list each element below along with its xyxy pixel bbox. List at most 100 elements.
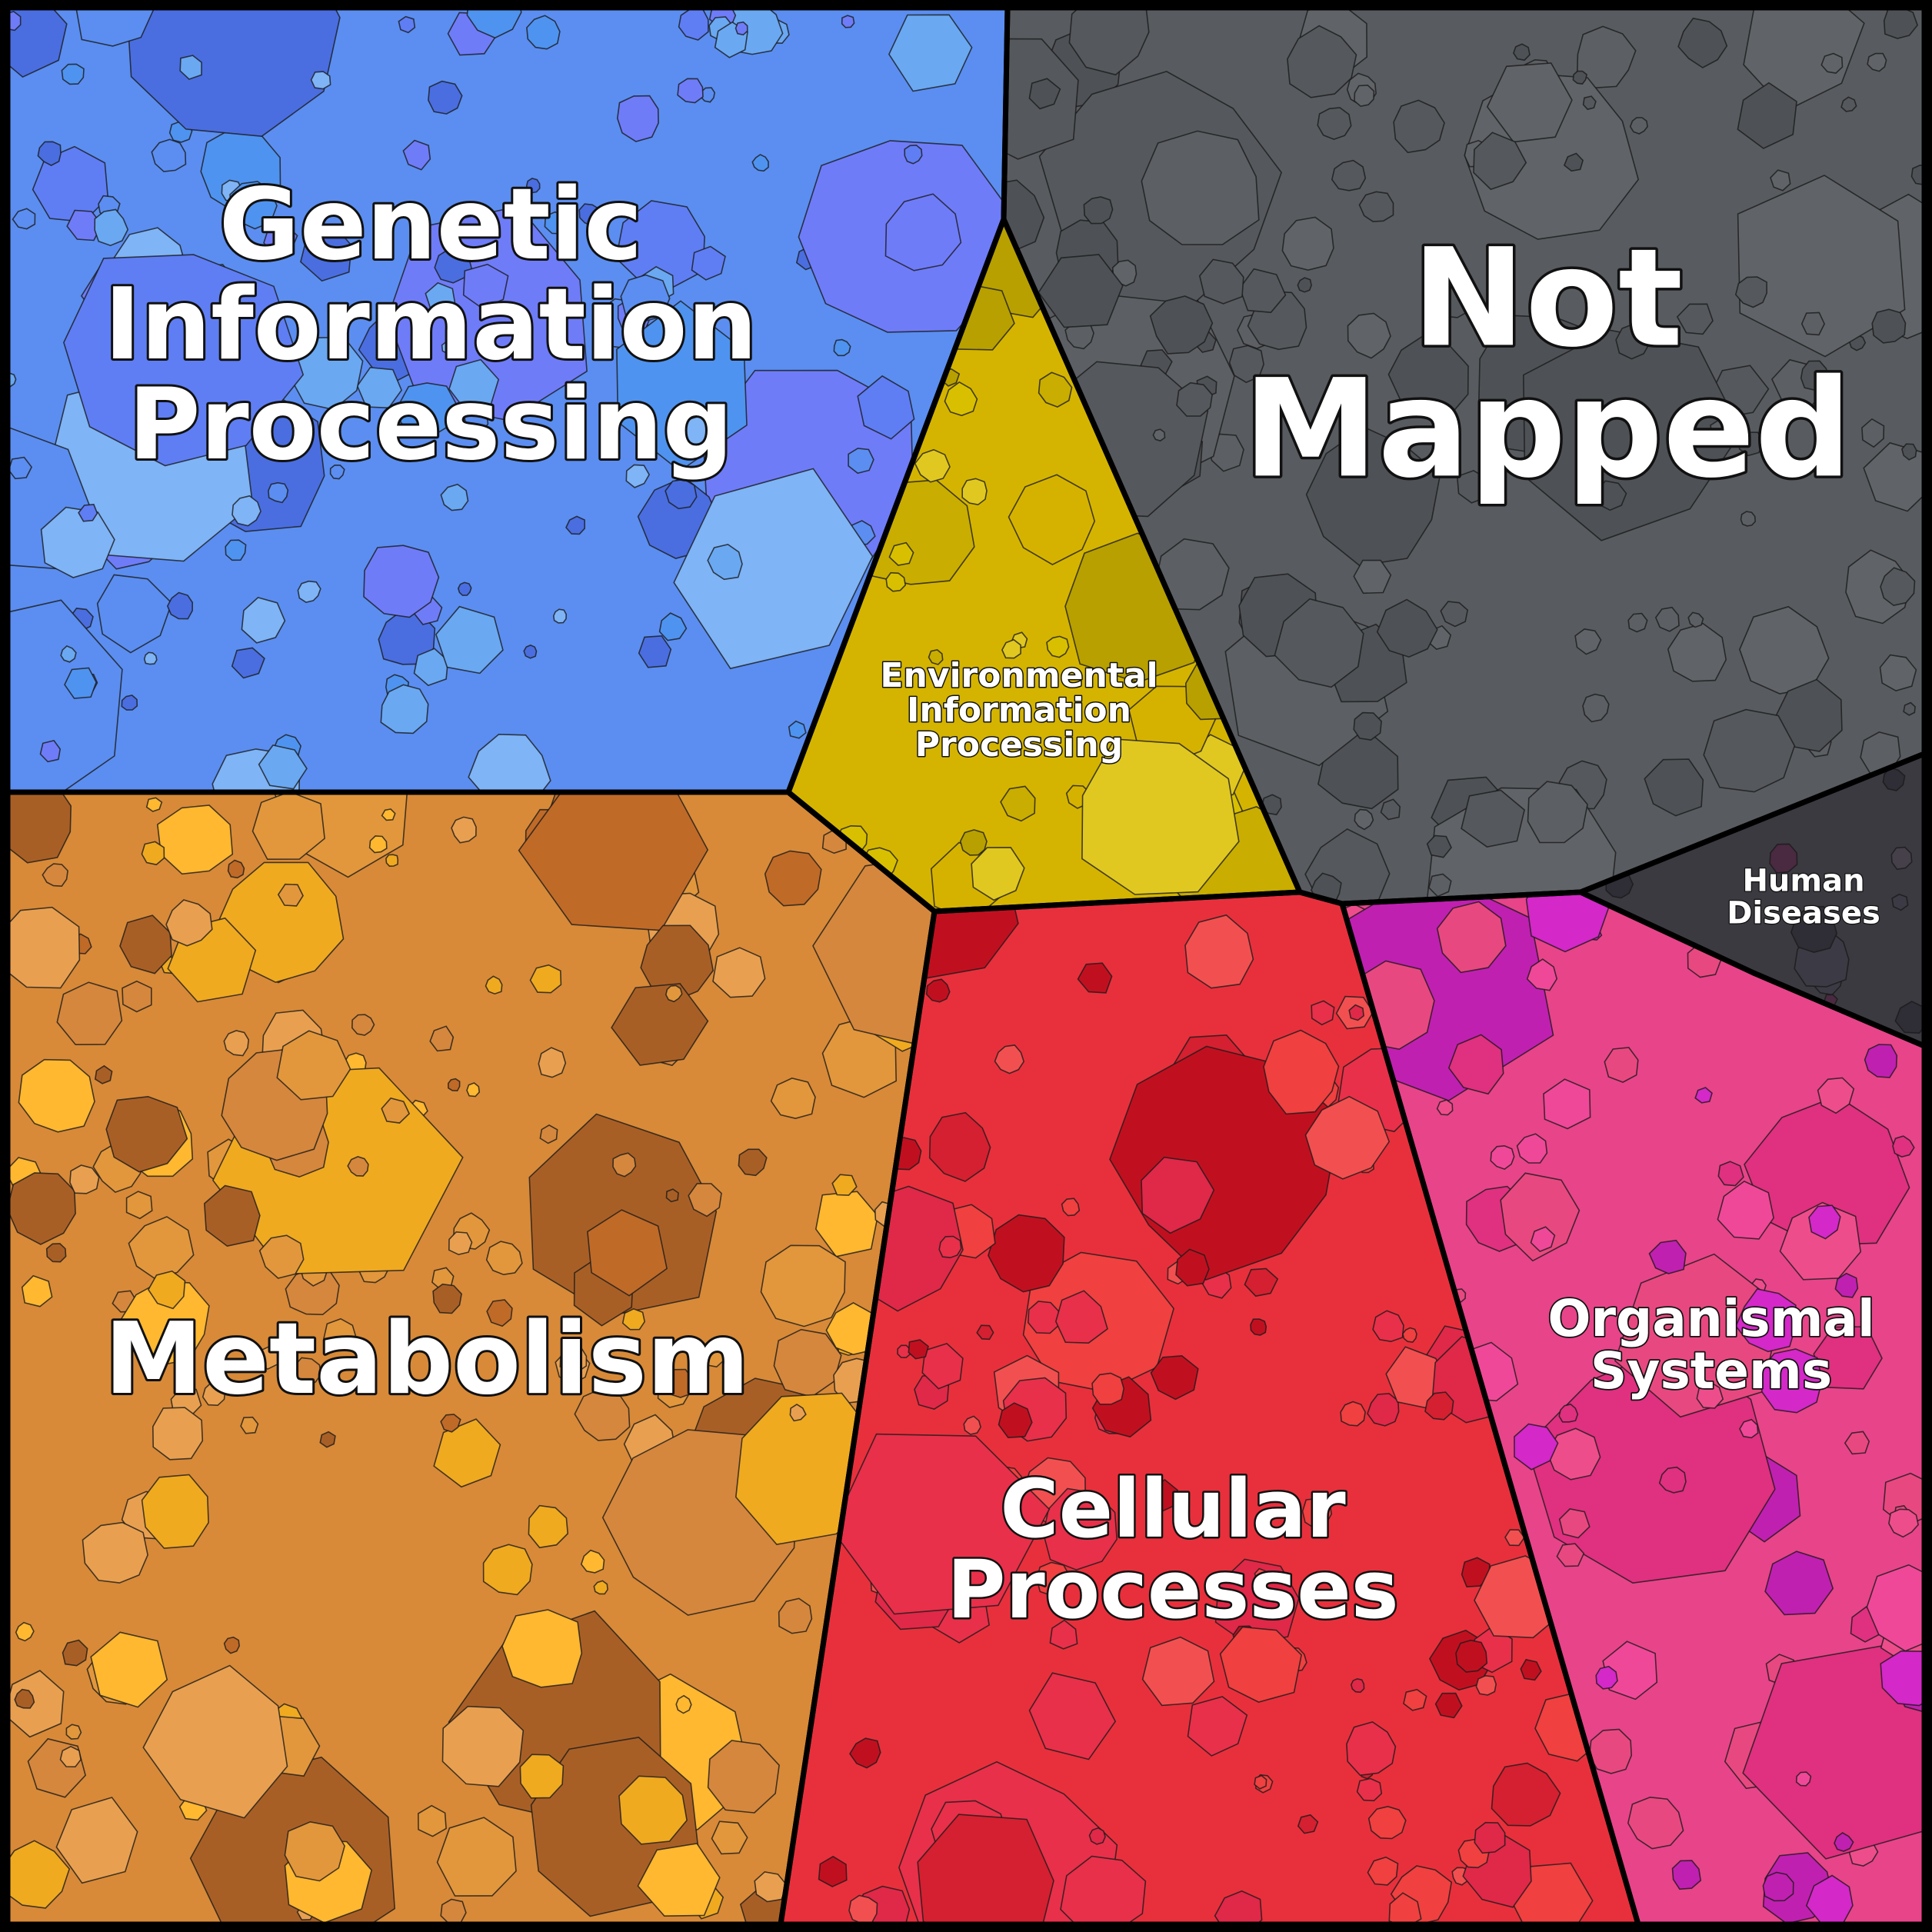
cell bbox=[1687, 611, 1704, 628]
cell bbox=[94, 1064, 113, 1084]
cell bbox=[1504, 1529, 1525, 1547]
cell bbox=[448, 1231, 473, 1256]
cell bbox=[223, 1030, 250, 1057]
cell bbox=[142, 1664, 288, 1819]
cell bbox=[1694, 1087, 1713, 1104]
cell bbox=[1520, 1658, 1542, 1681]
cell bbox=[525, 178, 541, 194]
cell bbox=[232, 495, 261, 527]
cell bbox=[625, 464, 651, 488]
cell bbox=[665, 1188, 679, 1203]
cell bbox=[665, 984, 683, 1003]
cell bbox=[141, 1474, 209, 1549]
cell bbox=[1081, 738, 1240, 895]
cell bbox=[381, 808, 396, 821]
cell bbox=[229, 181, 278, 230]
cell bbox=[1141, 1636, 1215, 1707]
cell bbox=[1305, 426, 1441, 567]
cell bbox=[433, 1418, 501, 1488]
cell bbox=[789, 1404, 807, 1422]
cell bbox=[351, 1014, 375, 1036]
label-line: Human bbox=[1742, 863, 1864, 898]
cell bbox=[518, 792, 709, 931]
cell bbox=[1582, 693, 1610, 723]
cell bbox=[928, 1111, 991, 1182]
cell bbox=[40, 506, 115, 578]
cell bbox=[998, 1402, 1033, 1439]
cell bbox=[166, 591, 194, 620]
cell bbox=[1060, 1855, 1147, 1924]
cell bbox=[145, 797, 163, 812]
cell bbox=[1604, 1047, 1639, 1083]
cell bbox=[1061, 1198, 1081, 1217]
label-line: Mapped bbox=[1243, 350, 1851, 508]
cell bbox=[1456, 470, 1489, 504]
cell bbox=[1281, 216, 1334, 271]
cell bbox=[738, 1148, 768, 1177]
cell bbox=[42, 863, 68, 888]
cell bbox=[152, 1407, 204, 1461]
label-line: Genetic bbox=[219, 168, 643, 282]
cell bbox=[1287, 25, 1357, 98]
cell bbox=[1903, 701, 1916, 716]
label-human-diseases: Human Diseases bbox=[1727, 863, 1880, 931]
cell bbox=[578, 203, 601, 227]
cell bbox=[268, 481, 289, 504]
cell bbox=[251, 792, 325, 861]
cell bbox=[59, 1745, 82, 1768]
cell bbox=[1148, 1479, 1179, 1514]
cell bbox=[1350, 1677, 1365, 1694]
cell bbox=[1546, 1427, 1601, 1481]
cell bbox=[849, 1737, 881, 1769]
cell bbox=[818, 1855, 848, 1887]
cell bbox=[69, 1164, 100, 1194]
cell bbox=[1367, 1856, 1399, 1886]
cell bbox=[63, 254, 305, 467]
cell bbox=[841, 15, 855, 28]
cell bbox=[1436, 901, 1507, 974]
cell bbox=[285, 1267, 340, 1316]
cell bbox=[436, 1817, 517, 1897]
cell bbox=[1880, 567, 1916, 607]
cell bbox=[119, 914, 172, 974]
cell bbox=[1735, 1288, 1797, 1353]
cell bbox=[734, 21, 748, 36]
cell bbox=[1354, 84, 1375, 108]
cell bbox=[1760, 1348, 1823, 1414]
cell bbox=[1879, 654, 1917, 692]
cell bbox=[329, 464, 345, 480]
cell bbox=[1676, 303, 1714, 335]
cell bbox=[297, 580, 321, 604]
border-cellular bbox=[778, 889, 1641, 1927]
cell bbox=[1380, 798, 1401, 821]
cell bbox=[125, 1191, 153, 1220]
cell bbox=[482, 1544, 533, 1596]
cell bbox=[1861, 418, 1885, 448]
cell bbox=[1491, 1762, 1561, 1827]
cell bbox=[538, 1047, 567, 1078]
label-organismal: Organismal Systems bbox=[1547, 1289, 1874, 1401]
cell bbox=[485, 1241, 523, 1276]
region-fill-cellular bbox=[781, 892, 1638, 1924]
cell bbox=[96, 574, 173, 654]
cell bbox=[1331, 159, 1367, 192]
cell bbox=[1710, 417, 1737, 446]
cell bbox=[15, 1621, 35, 1642]
label-line: Processes bbox=[947, 1543, 1398, 1637]
cell bbox=[658, 612, 688, 641]
cell bbox=[1461, 789, 1525, 848]
cell bbox=[904, 144, 923, 165]
cell bbox=[21, 1274, 53, 1307]
cell bbox=[1358, 191, 1394, 222]
cell bbox=[1353, 559, 1392, 595]
cell bbox=[616, 300, 748, 472]
cell bbox=[1834, 1272, 1859, 1298]
cell bbox=[565, 515, 586, 535]
cell bbox=[1834, 1832, 1854, 1852]
cell bbox=[1152, 428, 1166, 442]
cell bbox=[1214, 1558, 1300, 1646]
cell bbox=[539, 1124, 558, 1144]
label-line: Information bbox=[907, 691, 1131, 730]
cell bbox=[1667, 622, 1727, 682]
cell bbox=[429, 1025, 455, 1052]
